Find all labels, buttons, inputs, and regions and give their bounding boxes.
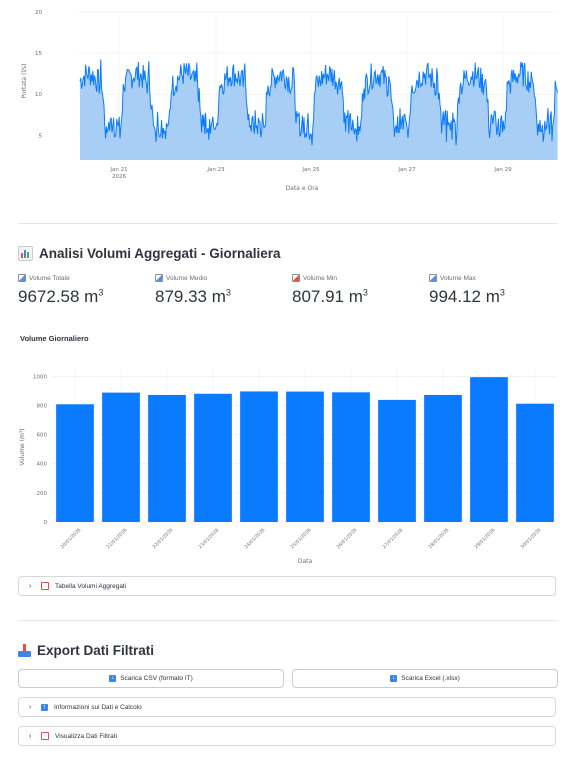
bar-23/01/2026[interactable] <box>194 393 232 522</box>
info-expander-label: Informazioni sui Dati e Calcolo <box>54 703 142 711</box>
daily-chart-heading: Volume Giornaliero <box>20 334 89 343</box>
metric-label: Volume Max <box>440 274 476 282</box>
table-icon <box>41 732 49 740</box>
x-tick-label: 29/01/2026 <box>473 527 496 550</box>
x-tick-label: Jan 23 <box>206 167 225 173</box>
chart-down-icon <box>292 274 300 282</box>
x-tick-label: Jan 29 <box>493 167 512 173</box>
y-tick-label: 5 <box>39 133 43 139</box>
y-tick-label: 20 <box>35 10 42 16</box>
chevron-right-icon: › <box>29 732 32 740</box>
download-icon: ↓ <box>109 675 117 682</box>
flow-x-axis-label: Data e Ora <box>286 185 319 192</box>
flow-y-axis-label: Portata (l/s) <box>21 63 28 98</box>
x-tick-label: 20/01/2026 <box>59 527 82 550</box>
y-tick-label: 400 <box>37 462 48 468</box>
download-icon: ↓ <box>390 675 398 682</box>
bar-x-axis-label: Data <box>298 558 313 565</box>
analysis-title-text: Analisi Volumi Aggregati - Giornaliera <box>39 246 281 261</box>
metric-label: Volume Medio <box>166 274 208 282</box>
x-tick-sublabel: 2026 <box>112 174 126 180</box>
divider <box>18 223 558 224</box>
metric-volume-totale: Volume Totale 9672.58 m3 <box>18 274 104 306</box>
chart-icon <box>18 274 26 282</box>
x-tick-label: 24/01/2026 <box>243 527 266 550</box>
table-expander-label: Tabella Volumi Aggregati <box>55 582 127 590</box>
info-icon: i <box>41 703 48 711</box>
metric-value: 879.33 m <box>155 287 226 306</box>
y-tick-label: 800 <box>37 403 48 409</box>
analysis-section-title: Analisi Volumi Aggregati - Giornaliera <box>18 246 281 261</box>
chart-up-icon <box>429 274 437 282</box>
y-tick-label: 600 <box>37 433 48 439</box>
y-tick-label: 1000 <box>33 374 47 380</box>
bar-28/01/2026[interactable] <box>424 394 462 522</box>
metric-volume-min: Volume Min 807.91 m3 <box>292 274 368 306</box>
bar-30/01/2026[interactable] <box>516 403 554 522</box>
metric-value: 9672.58 m <box>18 287 99 306</box>
metric-value: 807.91 m <box>292 287 363 306</box>
divider <box>18 620 558 621</box>
export-title-text: Export Dati Filtrati <box>37 643 155 658</box>
flow-series-line <box>79 59 559 146</box>
x-tick-label: 26/01/2026 <box>335 527 358 550</box>
table-icon <box>41 582 49 590</box>
x-tick-label: 27/01/2026 <box>381 527 404 550</box>
metric-value: 994.12 m <box>429 287 500 306</box>
download-excel-button[interactable]: ↓ Scarica Excel (.xlsx) <box>292 669 558 688</box>
x-tick-label: Jan 21 <box>109 167 127 173</box>
y-tick-label: 10 <box>35 92 42 98</box>
inbox-tray-icon <box>18 644 31 657</box>
x-tick-label: 25/01/2026 <box>289 527 312 550</box>
bar-29/01/2026[interactable] <box>470 377 508 522</box>
bar-y-axis-label: Volume (m³) <box>19 428 26 465</box>
download-excel-label: Scarica Excel (.xlsx) <box>401 675 460 682</box>
bar-27/01/2026[interactable] <box>378 399 416 522</box>
export-section-title: Export Dati Filtrati <box>18 643 154 658</box>
info-expander[interactable]: › i Informazioni sui Dati e Calcolo <box>18 697 556 717</box>
x-tick-label: 23/01/2026 <box>197 527 220 550</box>
metric-volume-max: Volume Max 994.12 m3 <box>429 274 505 306</box>
metric-label: Volume Totale <box>29 274 70 282</box>
y-tick-label: 15 <box>35 51 42 57</box>
bar-26/01/2026[interactable] <box>332 392 370 522</box>
chevron-right-icon: › <box>29 582 32 590</box>
x-tick-label: Jan 27 <box>397 167 416 173</box>
chevron-right-icon: › <box>29 703 32 711</box>
metric-volume-medio: Volume Medio 879.33 m3 <box>155 274 231 306</box>
download-csv-button[interactable]: ↓ Scarica CSV (formato IT) <box>18 669 284 688</box>
y-tick-label: 0 <box>44 520 48 526</box>
table-expander[interactable]: › Tabella Volumi Aggregati <box>18 576 556 596</box>
bar-22/01/2026[interactable] <box>148 394 186 522</box>
x-tick-label: 30/01/2026 <box>519 527 542 550</box>
flow-area-fill <box>80 59 558 160</box>
x-tick-label: 21/01/2026 <box>105 527 128 550</box>
x-tick-label: 28/01/2026 <box>427 527 450 550</box>
download-csv-label: Scarica CSV (formato IT) <box>120 675 193 682</box>
bar-21/01/2026[interactable] <box>102 392 140 522</box>
bar-chart-icon <box>18 246 33 261</box>
x-tick-label: Jan 25 <box>301 167 320 173</box>
view-data-expander-label: Visualizza Dati Filtrati <box>55 732 118 740</box>
x-tick-label: 22/01/2026 <box>151 527 174 550</box>
y-tick-label: 200 <box>37 491 48 497</box>
bar-20/01/2026[interactable] <box>56 404 94 522</box>
view-data-expander[interactable]: › Visualizza Dati Filtrati <box>18 726 556 746</box>
chart-icon <box>155 274 163 282</box>
bar-24/01/2026[interactable] <box>240 391 278 522</box>
daily-volume-bar-chart: 0 200 400 600 800 1000 20/01/2026 21/01/2026 22… <box>19 369 558 565</box>
bar-25/01/2026[interactable] <box>286 391 324 522</box>
metric-label: Volume Min <box>303 274 337 282</box>
